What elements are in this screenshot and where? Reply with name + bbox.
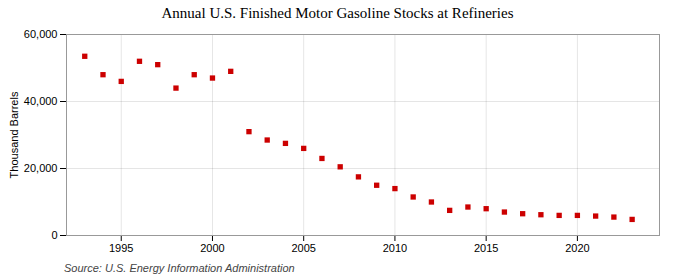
svg-text:0: 0 [51, 229, 57, 241]
html-text:Source: U.S. Energy Informatio: Source: U.S. Energy Information Administ… [64, 262, 295, 274]
svg-text:40,000: 40,000 [24, 95, 58, 107]
svg-text:2010: 2010 [383, 242, 407, 254]
svg-text:2005: 2005 [291, 242, 315, 254]
svg-text:2000: 2000 [200, 242, 224, 254]
svg-text:2015: 2015 [474, 242, 498, 254]
svg-text:60,000: 60,000 [24, 28, 58, 40]
svg-text:Thousand Barrels: Thousand Barrels [8, 91, 20, 178]
html-text:Annual U.S. Finished Motor Gas: Annual U.S. Finished Motor Gasoline Stoc… [161, 5, 514, 21]
svg-text:20,000: 20,000 [24, 162, 58, 174]
svg-text:2020: 2020 [565, 242, 589, 254]
svg-text:1995: 1995 [109, 242, 133, 254]
